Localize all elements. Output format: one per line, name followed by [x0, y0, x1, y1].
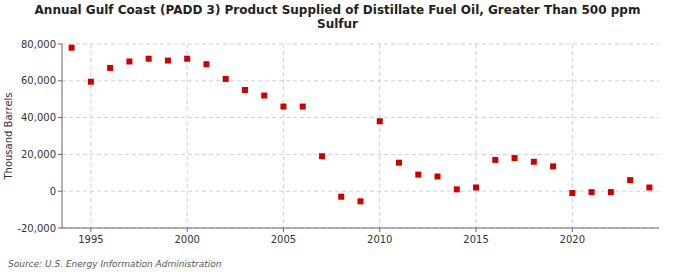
y-tick: [58, 228, 62, 229]
x-tick-label: 2010: [367, 234, 392, 245]
point: [184, 56, 190, 62]
grid-line-y: [62, 80, 659, 81]
title-line: Annual Gulf Coast (PADD 3) Product Suppl…: [35, 3, 641, 17]
grid-line-y: [62, 154, 659, 155]
x-tick: [379, 228, 380, 232]
point: [88, 79, 94, 85]
y-tick: [58, 80, 62, 81]
grid-line-x: [572, 44, 573, 228]
y-tick: [58, 154, 62, 155]
point: [280, 104, 286, 110]
grid-line-y: [62, 228, 659, 229]
grid-line-y: [62, 44, 659, 45]
y-tick-label: 0: [50, 186, 56, 197]
grid-line-y: [62, 117, 659, 118]
y-tick-label: 20,000: [21, 149, 56, 160]
y-axis-line: [62, 44, 63, 228]
y-tick-label: 80,000: [21, 39, 56, 50]
point: [300, 104, 306, 110]
y-tick-label: 60,000: [21, 75, 56, 86]
point: [492, 157, 498, 163]
grid-line-x: [379, 44, 380, 228]
x-axis-line: [62, 228, 659, 229]
point: [261, 93, 267, 99]
y-tick-label: 40,000: [21, 112, 56, 123]
x-tick: [476, 228, 477, 232]
y-tick-label: -20,000: [17, 223, 56, 234]
x-tick-label: 2005: [271, 234, 296, 245]
point: [627, 177, 633, 183]
y-axis-label: Thousand Barrels: [3, 92, 14, 180]
x-tick: [283, 228, 284, 232]
x-tick-label: 1995: [78, 234, 103, 245]
point: [396, 160, 402, 166]
source: Source: U.S. Energy Information Administ…: [8, 259, 222, 269]
y-tick: [58, 117, 62, 118]
grid-line-x: [187, 44, 188, 228]
grid-line-x: [90, 44, 91, 228]
x-tick: [90, 228, 91, 232]
point: [589, 189, 595, 195]
point: [454, 186, 460, 192]
grid: [62, 44, 659, 228]
point: [435, 173, 441, 179]
point: [165, 58, 171, 64]
point: [69, 45, 75, 51]
point: [223, 76, 229, 82]
chart: Annual Gulf Coast (PADD 3) Product Suppl…: [0, 0, 675, 275]
point: [358, 198, 364, 204]
point: [146, 56, 152, 62]
point: [107, 65, 113, 71]
point: [415, 172, 421, 178]
point: [242, 87, 248, 93]
y-tick: [58, 191, 62, 192]
title: Annual Gulf Coast (PADD 3) Product Suppl…: [35, 3, 641, 31]
point: [531, 159, 537, 165]
point: [550, 163, 556, 169]
x-tick-label: 2000: [174, 234, 199, 245]
point: [338, 194, 344, 200]
x-tick: [187, 228, 188, 232]
point: [203, 61, 209, 67]
x-tick: [572, 228, 573, 232]
point: [126, 58, 132, 64]
x-tick-label: 2015: [463, 234, 488, 245]
point: [608, 189, 614, 195]
points: [69, 45, 653, 205]
y-tick: [58, 44, 62, 45]
point: [473, 185, 479, 191]
point: [569, 190, 575, 196]
title-line: Sulfur: [317, 17, 358, 31]
grid-line-x: [476, 44, 477, 228]
point: [646, 185, 652, 191]
point: [512, 155, 518, 161]
point: [319, 153, 325, 159]
point: [377, 118, 383, 124]
x-tick-label: 2020: [560, 234, 585, 245]
grid-line-x: [283, 44, 284, 228]
